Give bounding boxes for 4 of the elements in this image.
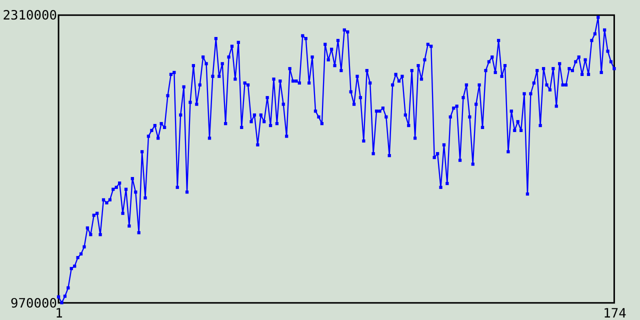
x-tick-label: 1: [55, 306, 63, 320]
y-tick-label: 2310000: [2, 8, 58, 24]
y-tick-label: 970000: [10, 296, 58, 312]
x-tick-label: 174: [603, 306, 627, 320]
